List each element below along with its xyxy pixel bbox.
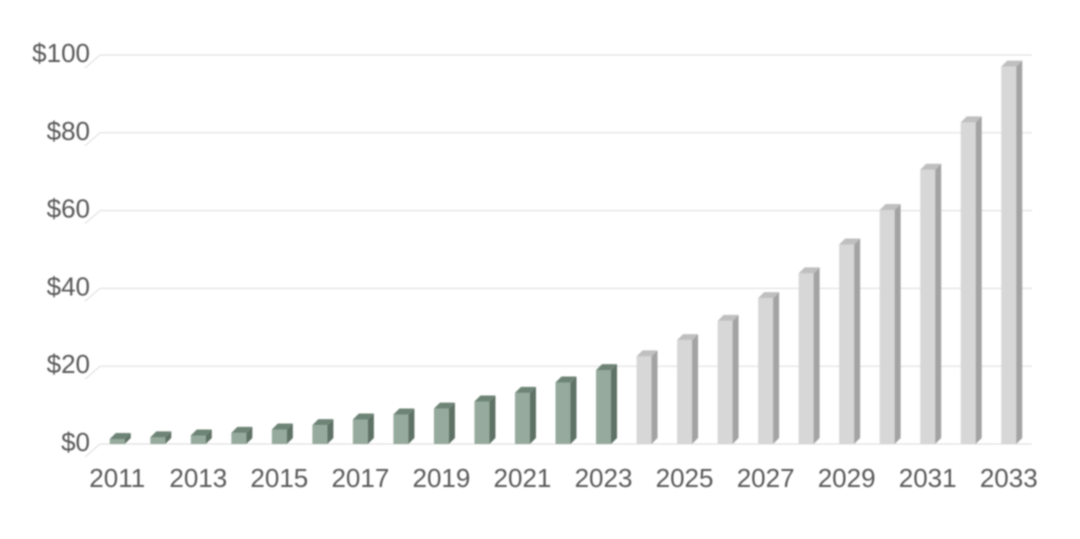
- svg-text:2023: 2023: [575, 463, 633, 493]
- svg-text:2013: 2013: [169, 463, 227, 493]
- svg-text:2031: 2031: [899, 463, 957, 493]
- svg-text:$20: $20: [47, 349, 90, 379]
- svg-text:2033: 2033: [980, 463, 1038, 493]
- svg-text:2017: 2017: [331, 463, 389, 493]
- svg-text:2021: 2021: [494, 463, 552, 493]
- svg-text:$100: $100: [32, 38, 90, 68]
- svg-text:2015: 2015: [250, 463, 308, 493]
- svg-text:2029: 2029: [818, 463, 876, 493]
- svg-text:$80: $80: [47, 116, 90, 146]
- svg-text:2019: 2019: [413, 463, 471, 493]
- svg-text:2025: 2025: [656, 463, 714, 493]
- svg-text:$60: $60: [47, 194, 90, 224]
- svg-text:$40: $40: [47, 271, 90, 301]
- svg-text:2011: 2011: [89, 463, 145, 493]
- svg-text:$0: $0: [61, 427, 90, 457]
- svg-text:2027: 2027: [737, 463, 795, 493]
